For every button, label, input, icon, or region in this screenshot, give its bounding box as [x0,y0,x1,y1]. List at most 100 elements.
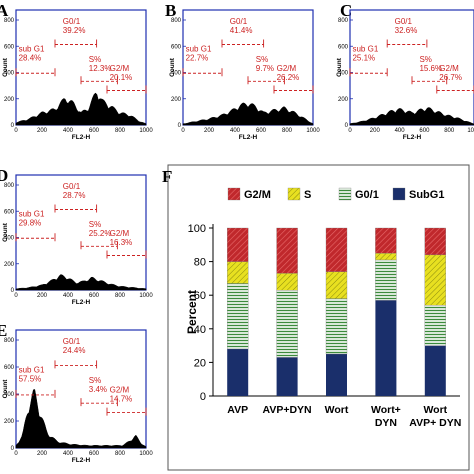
flow-panel-b: B 0 200 400 600 800 0 200 400 600 800 1000 FL2-H Coun… [165,1,320,141]
bar-segment-s [375,253,397,261]
y-axis-title: Percent [185,290,199,334]
gate-percent: 32.6% [395,26,418,35]
gate-percent: 14.7% [110,395,133,404]
x-tick-label: 600 [89,128,100,134]
gate-2: S%12.3% [80,55,118,85]
y-tick-label: 800 [4,18,15,24]
gate-percent: 20.1% [110,73,133,82]
gate-percent: 26.7% [439,73,462,82]
histogram [15,389,147,449]
gate-3: G2/M14.7% [106,386,147,416]
gate-1: G0/124.4% [54,337,98,369]
y-tick-label: 0 [345,123,349,129]
legend-label: SubG1 [409,189,444,201]
gate-percent: 25.1% [352,53,375,62]
histogram [15,92,147,126]
gate-1: G0/139.2% [54,17,98,48]
x-tick-label: 600 [89,451,100,457]
bar-segment-g2m [325,227,348,272]
bar-segment-s [276,273,298,291]
flow-panel-d: D 0 200 400 600 800 0 200 400 600 800 1000 FL2-H Coun… [0,166,153,306]
bar-segment-s [424,254,446,306]
panel-letter: A [0,1,9,20]
x-tick-label: 400 [63,293,74,299]
gate-name: G0/1 [230,17,248,26]
gate-percent: 28.4% [19,53,42,62]
gate-name: S% [419,55,431,64]
gate-percent: 24.4% [63,346,86,355]
panel-letter: B [165,1,176,20]
gate-name: sub G1 [186,44,212,53]
histogram [15,274,147,291]
y-tick-label: 400 [338,71,349,77]
gate-name: G0/1 [63,337,81,346]
bar-segment-subg1 [227,348,249,396]
x-axis-title: FL2-H [239,134,258,141]
bar-segment-g2m [227,227,249,262]
legend-swatch [287,187,301,201]
bar-segment-subg1 [424,345,446,396]
gate-name: G0/1 [395,17,413,26]
x-tick-label: 0 [14,451,18,457]
gate-percent: 28.7% [63,191,86,200]
bar-segment-g01 [424,305,446,346]
y-axis-title: Count [2,57,9,77]
gate-1: G0/141.4% [221,17,265,48]
y-tick-label: 200 [338,97,349,103]
y-tick-label: 400 [4,236,15,242]
y-tick-label: 600 [4,209,15,215]
x-tick-label: 1000 [467,128,474,134]
gate-name: S% [256,55,268,64]
gate-percent: 26.2% [277,73,300,82]
gate-3: G2/M26.7% [436,64,474,94]
bar-segment-subg1 [326,354,347,396]
gate-name: G2/M [439,64,459,73]
x-tick-label: 600 [419,128,430,134]
gate-name: G2/M [110,64,130,73]
x-tick-label: 800 [282,128,293,134]
flow-panel-e: E 0 200 400 600 800 0 200 400 600 800 1000 FL2-H Coun… [0,321,153,464]
legend-swatch [338,187,352,201]
gate-percent: 9.7% [256,64,274,73]
legend-item-s: S [287,187,311,201]
bar-segment-g01 [227,283,249,350]
gate-name: S% [89,376,101,385]
gate-percent: 39.2% [63,26,86,35]
x-tick-label: 200 [37,128,48,134]
y-tick-label: 0 [11,446,15,452]
legend-item-g01: G0/1 [338,187,379,201]
gate-percent: 22.7% [186,53,209,62]
gate-2: S%3.4% [80,376,118,407]
y-tick-label: 60 [194,290,206,302]
gate-percent: 29.8% [19,218,42,227]
y-tick-label: 800 [4,183,15,189]
y-tick-label: 200 [4,419,15,425]
category-label-line: Wort [325,404,349,416]
x-tick-label: 0 [14,128,18,134]
panel-letter: E [0,321,7,340]
gate-2: S%9.7% [247,55,285,85]
x-tick-label: 0 [181,128,185,134]
bar-stack-3 [375,227,397,396]
x-tick-label: 400 [63,128,74,134]
bar-segment-subg1 [375,300,397,396]
gate-2: S%15.6% [411,55,448,85]
x-tick-label: 800 [444,128,455,134]
x-tick-label: 1000 [139,293,153,299]
category-label: AVP+DYN [263,404,312,416]
y-axis-title: Count [2,222,9,242]
x-tick-label: 200 [204,128,215,134]
bar-stack-4 [424,227,446,396]
y-tick-label: 800 [338,18,349,24]
category-label-line: Wort [423,404,447,416]
bar-segment-g01 [325,298,348,355]
bar-segment-g2m [375,227,397,254]
gate-1: G0/128.7% [54,182,98,213]
x-axis-title: FL2-H [72,299,91,306]
x-tick-label: 200 [37,451,48,457]
panel-letter: D [0,166,8,185]
